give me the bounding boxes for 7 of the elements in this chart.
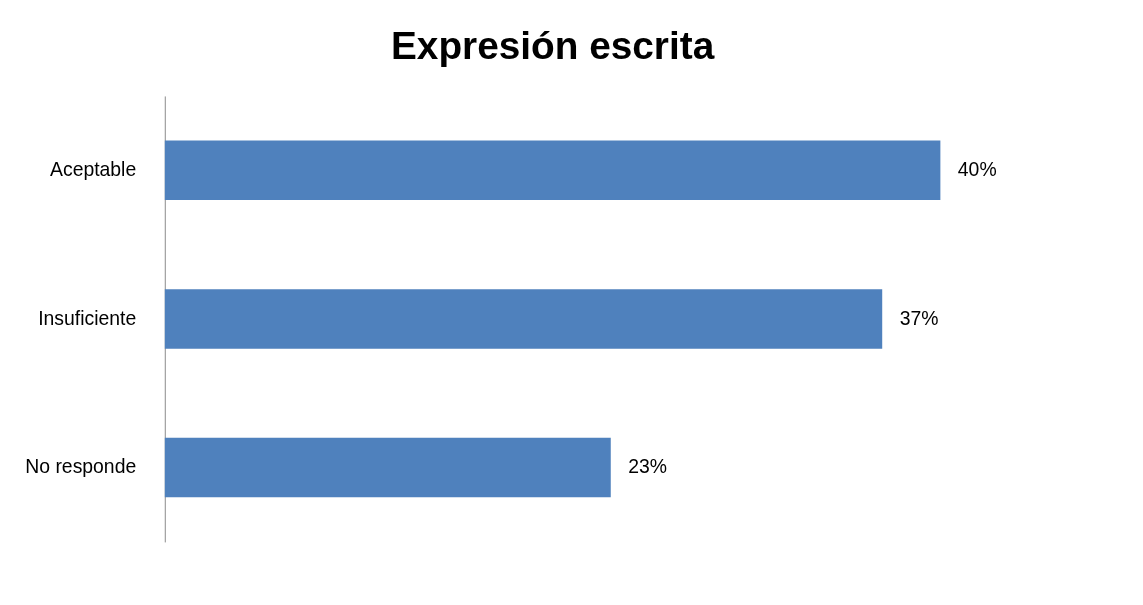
y-tick-label: No responde <box>25 455 137 478</box>
y-tick-label: Aceptable <box>50 158 137 181</box>
data-label: 37% <box>899 306 939 329</box>
chart-title: Expresión escrita <box>390 24 715 68</box>
data-label: 23% <box>628 455 667 478</box>
y-tick-label: Insuficiente <box>38 306 137 329</box>
data-label: 40% <box>957 158 997 181</box>
